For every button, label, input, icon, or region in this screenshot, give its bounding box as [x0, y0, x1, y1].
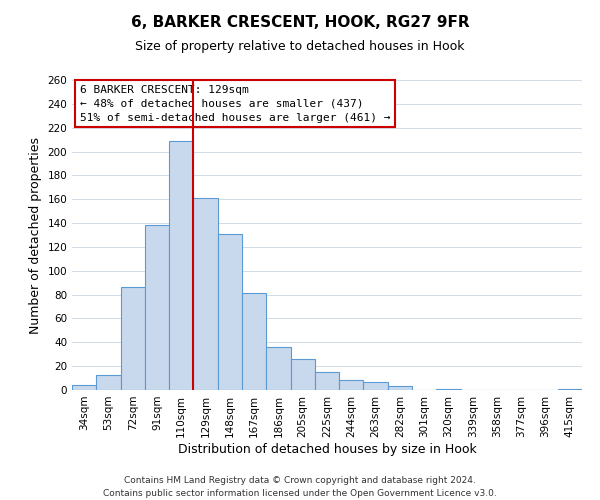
Bar: [218, 234, 242, 390]
Text: Size of property relative to detached houses in Hook: Size of property relative to detached ho…: [135, 40, 465, 53]
Bar: [266, 347, 290, 390]
X-axis label: Distribution of detached houses by size in Hook: Distribution of detached houses by size …: [178, 442, 476, 456]
Bar: [388, 386, 412, 390]
Bar: [242, 294, 266, 390]
Bar: [96, 374, 121, 390]
Bar: [145, 226, 169, 390]
Text: 6 BARKER CRESCENT: 129sqm
← 48% of detached houses are smaller (437)
51% of semi: 6 BARKER CRESCENT: 129sqm ← 48% of detac…: [80, 84, 390, 122]
Bar: [72, 385, 96, 390]
Bar: [339, 380, 364, 390]
Bar: [169, 141, 193, 390]
Y-axis label: Number of detached properties: Number of detached properties: [29, 136, 42, 334]
Bar: [315, 372, 339, 390]
Bar: [364, 382, 388, 390]
Text: Contains HM Land Registry data © Crown copyright and database right 2024.
Contai: Contains HM Land Registry data © Crown c…: [103, 476, 497, 498]
Bar: [290, 359, 315, 390]
Bar: [193, 198, 218, 390]
Bar: [558, 389, 582, 390]
Bar: [436, 389, 461, 390]
Text: 6, BARKER CRESCENT, HOOK, RG27 9FR: 6, BARKER CRESCENT, HOOK, RG27 9FR: [131, 15, 469, 30]
Bar: [121, 288, 145, 390]
